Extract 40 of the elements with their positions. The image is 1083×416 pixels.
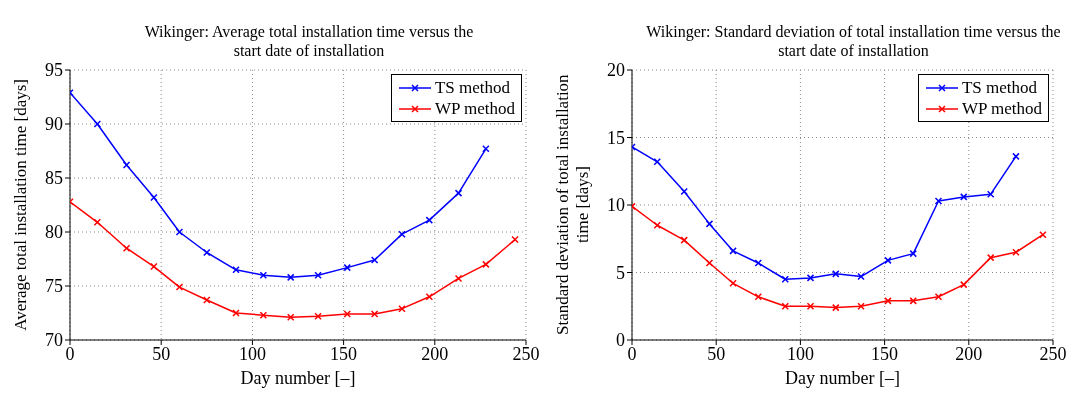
- y-tick-label: 85: [45, 168, 63, 189]
- x-tick-label: 250: [1039, 343, 1067, 364]
- point: [454, 274, 463, 283]
- x-tick-label: 250: [512, 343, 540, 364]
- y-tick-label: 5: [616, 262, 625, 283]
- point: [986, 253, 995, 262]
- x-tick-label: 150: [871, 343, 899, 364]
- y-tick-label: 90: [45, 114, 63, 135]
- y-tick-label: 10: [607, 195, 625, 216]
- legend-label: TS method: [961, 77, 1037, 98]
- legend-label: WP method: [961, 98, 1042, 119]
- x-axis-title: Day number [–]: [785, 368, 900, 388]
- point: [781, 302, 789, 310]
- point: [653, 158, 662, 166]
- y-tick-label: 80: [45, 222, 63, 243]
- y-tick-label: 15: [607, 127, 625, 148]
- y-tick-label: 75: [45, 276, 63, 297]
- point: [781, 275, 789, 283]
- y-axis-title: Standard deviation of total installation time [days]: [553, 73, 593, 338]
- y-tick-label: 0: [616, 330, 625, 351]
- point: [653, 221, 662, 229]
- legend-label: WP method: [434, 98, 515, 119]
- x-axis-title: Day number [–]: [240, 368, 356, 388]
- x-tick-label: 200: [421, 343, 449, 364]
- y-axis-title: Average total installation time [days]: [11, 79, 31, 331]
- x-tick-label: 100: [786, 343, 814, 364]
- point: [232, 309, 240, 317]
- x-tick-label: 50: [707, 343, 726, 364]
- point: [286, 313, 295, 322]
- x-tick-label: 200: [955, 343, 983, 364]
- y-tick-label: 95: [45, 60, 63, 81]
- chart-title: Wikinger: Average total installation time versus the start date of installation: [144, 22, 474, 60]
- y-tick-label: 20: [607, 60, 625, 81]
- x-tick-label: 50: [152, 343, 171, 364]
- y-tick-label: 70: [45, 330, 63, 351]
- x-tick-label: 150: [330, 343, 358, 364]
- x-tick-label: 100: [238, 343, 266, 364]
- point: [482, 145, 490, 153]
- legend-label: TS method: [434, 77, 510, 98]
- chart-title: Wikinger: Standard deviation of total installation time versus the start date of installation: [645, 22, 1062, 60]
